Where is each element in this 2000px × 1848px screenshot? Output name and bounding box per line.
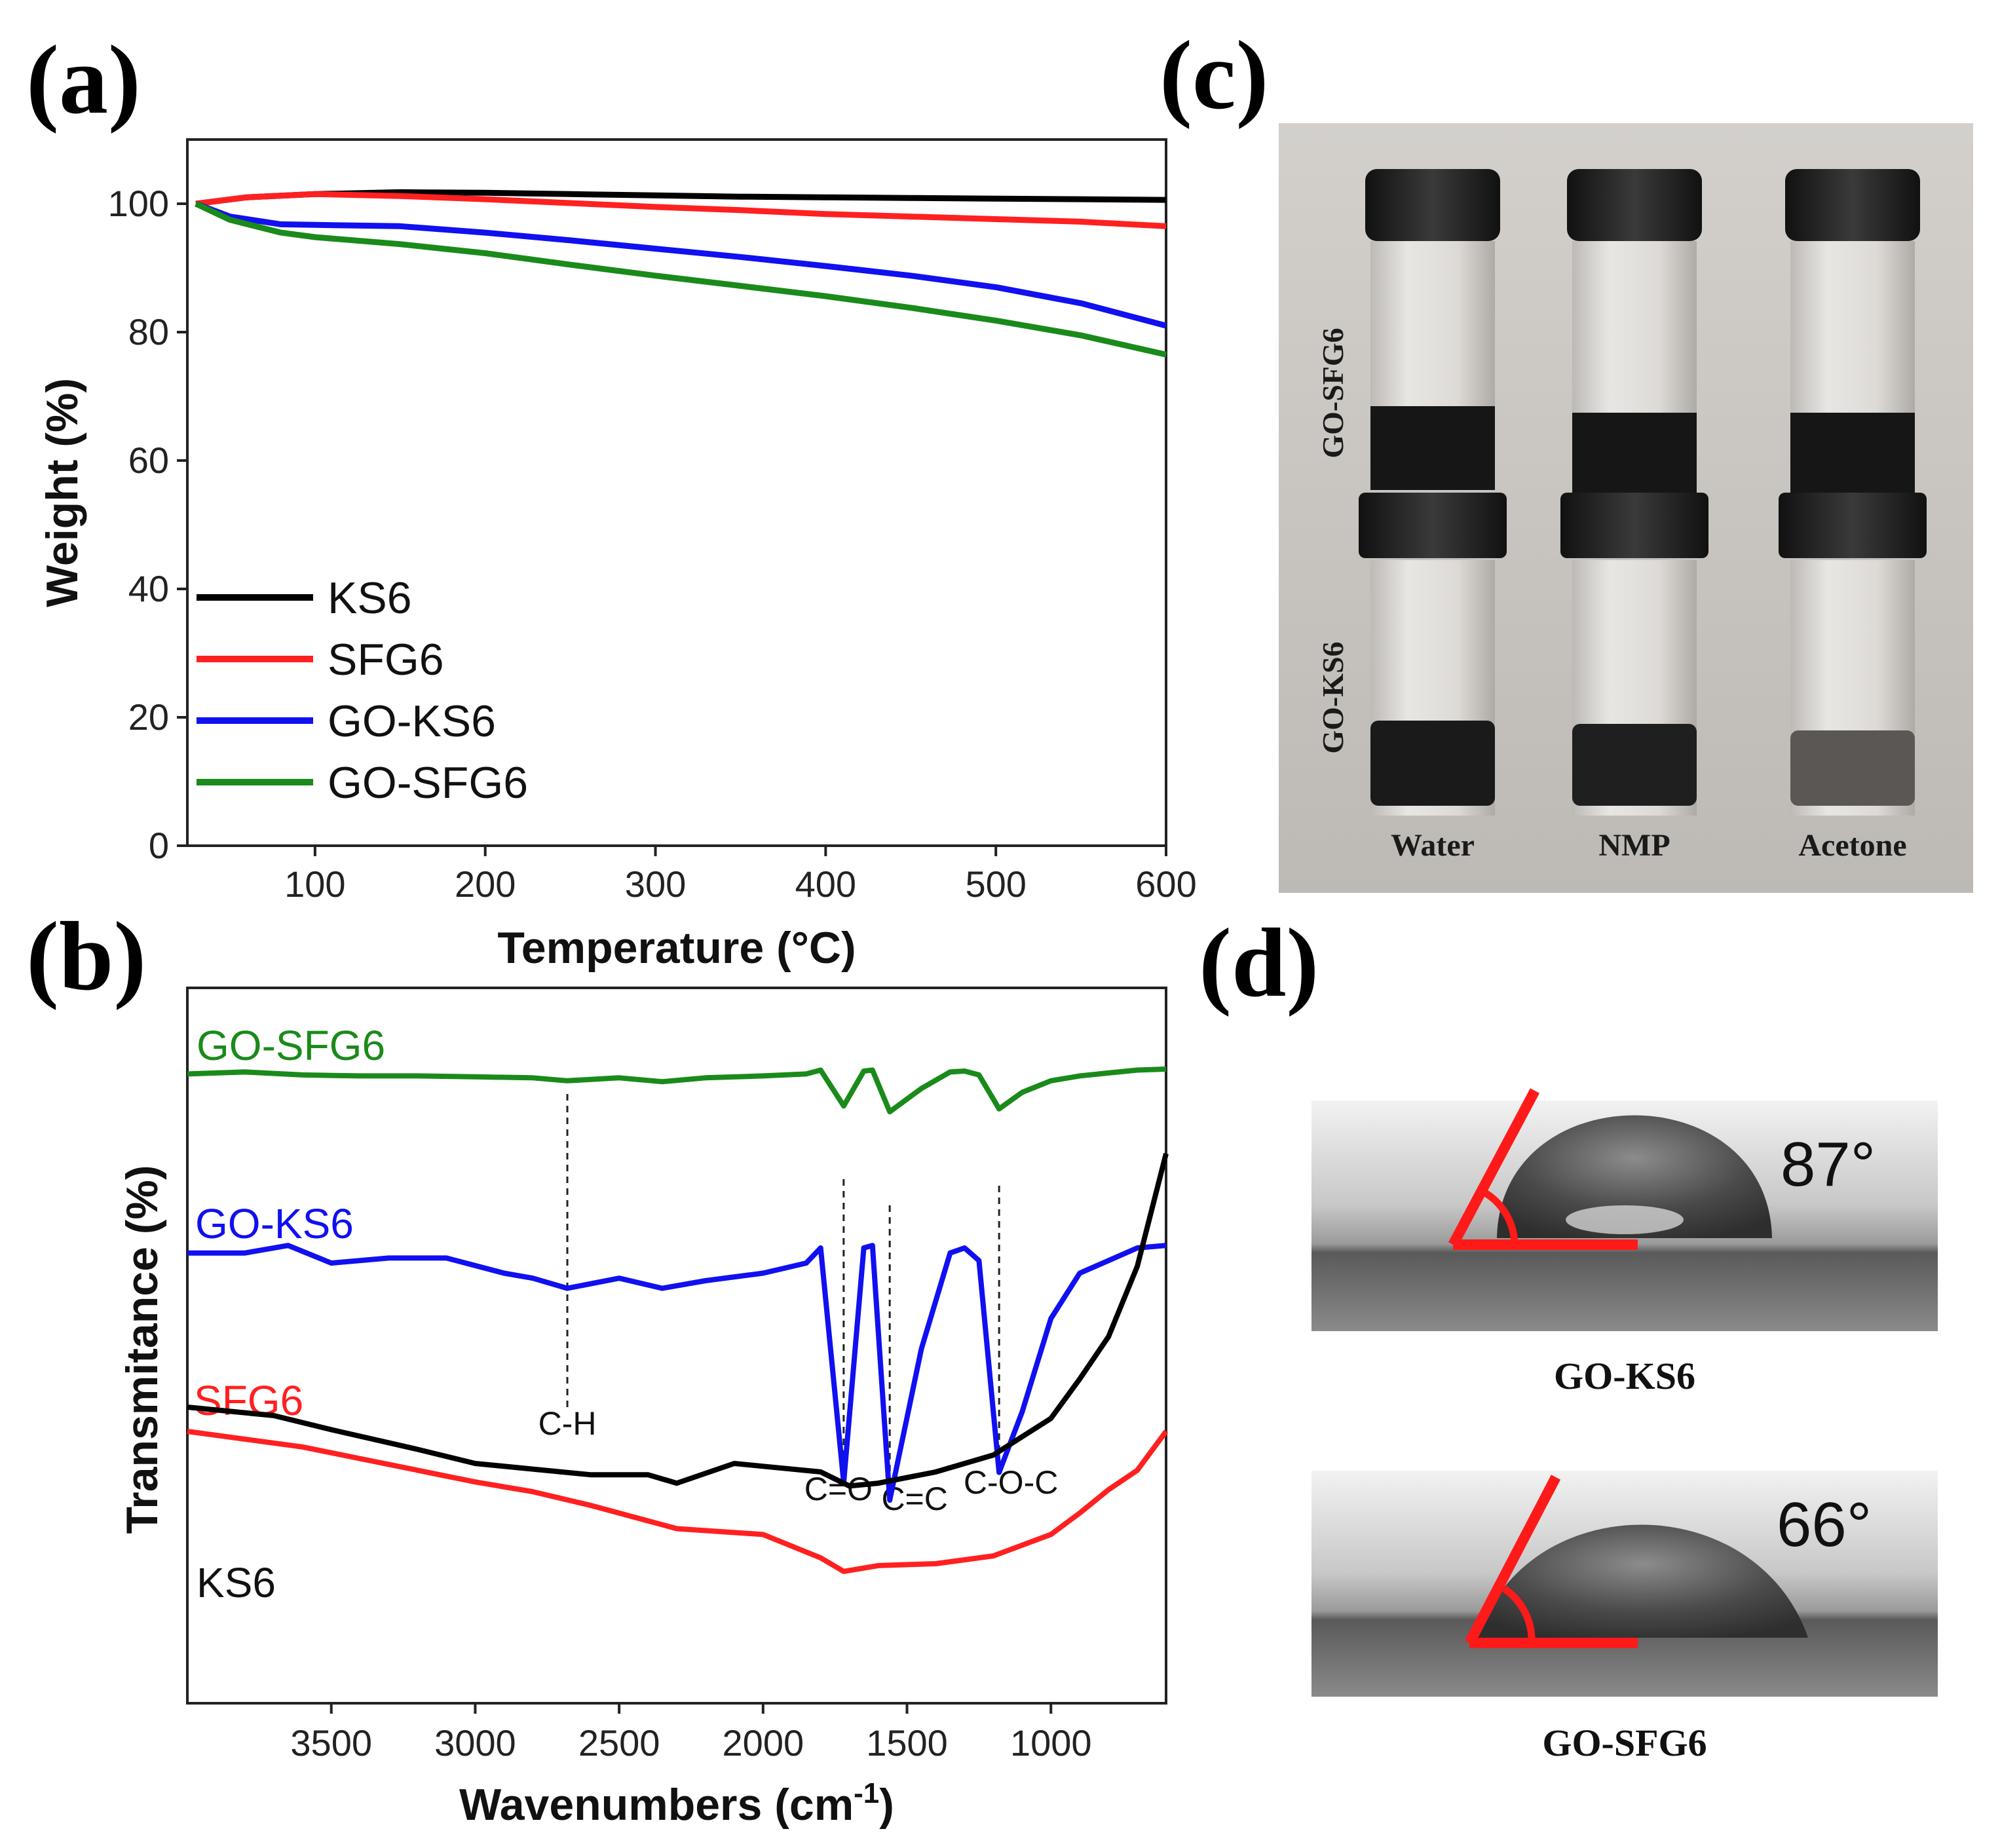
ftir-line-go-sfg6 xyxy=(187,1066,1167,1115)
legend-label-ks6: KS6 xyxy=(328,573,412,623)
tga-line-go-ks6 xyxy=(195,200,1167,329)
solvent-label-nmp: NMP xyxy=(1598,828,1670,863)
dispersion-lower-acetone xyxy=(1790,730,1915,806)
ftir-xtick-label-1500: 1500 xyxy=(866,1722,948,1763)
panel-d-label: (d) xyxy=(1199,909,1319,1017)
panel-b-label: (b) xyxy=(26,902,146,1011)
tga-ytick-label-60: 60 xyxy=(128,440,169,481)
drop-caption-1: GO-KS6 xyxy=(1554,1355,1695,1397)
vial-cap-top-acetone xyxy=(1785,169,1920,241)
solvent-label-water: Water xyxy=(1391,828,1475,863)
ftir-line-sfg6 xyxy=(187,1429,1169,1574)
ftir-series-label-go-ks6: GO-KS6 xyxy=(195,1200,354,1247)
ftir-plot-frame xyxy=(186,987,1167,1705)
tga-ytick-label-0: 0 xyxy=(149,825,169,866)
panel-c-label: (c) xyxy=(1160,21,1268,130)
contact-angle-1: 87° xyxy=(1781,1129,1876,1199)
dispersion-lower-water xyxy=(1370,721,1495,806)
legend-label-go-ks6: GO-KS6 xyxy=(328,696,496,746)
solvent-label-acetone: Acetone xyxy=(1798,828,1906,863)
ftir-xlabel: Wavenumbers (cm-1) xyxy=(459,1777,894,1830)
ftir-ticks: 3500 3000 2500 2000 1500 1000 xyxy=(290,1703,1092,1763)
ftir-xtick-label-2000: 2000 xyxy=(723,1722,804,1763)
ftir-line-ks6 xyxy=(187,1153,1169,1489)
tangent-line-1 xyxy=(1448,1088,1540,1247)
dispersion-upper-nmp xyxy=(1572,413,1697,497)
tangent-line-2 xyxy=(1464,1475,1561,1646)
ftir-series-label-go-sfg6: GO-SFG6 xyxy=(197,1022,385,1069)
contact-angle-photo-2: 66° GO-SFG6 xyxy=(1311,1471,1938,1764)
tga-xlabel: Temperature (°C) xyxy=(497,923,856,973)
tga-ytick-label-100: 100 xyxy=(108,183,169,224)
tga-ytick-label-80: 80 xyxy=(128,311,169,352)
vial-cap-top-nmp xyxy=(1567,169,1702,241)
ftir-series-label-ks6: KS6 xyxy=(197,1559,276,1606)
tga-xtick-label-600: 600 xyxy=(1135,863,1196,905)
tga-xtick-label-200: 200 xyxy=(455,863,516,905)
tga-plot-frame xyxy=(186,138,1167,847)
ftir-xlabel-main: Wavenumbers (cm xyxy=(459,1780,854,1830)
contact-angle-photo-1: 87° GO-KS6 xyxy=(1311,1088,1938,1397)
ftir-xtick-label-3500: 3500 xyxy=(290,1722,372,1763)
vial-cap-top-water xyxy=(1365,169,1500,241)
ftir-line-go-ks6 xyxy=(187,1243,1167,1503)
ftir-xtick-label-2500: 2500 xyxy=(578,1722,660,1763)
water-drop-2 xyxy=(1477,1524,1808,1638)
panel-a-label: (a) xyxy=(26,26,141,134)
panel-d: (d) 87° GO-KS6 66° GO-SFG6 xyxy=(1199,909,1938,1764)
ftir-xlabel-end: ) xyxy=(879,1780,894,1830)
vial-cap-middle-nmp xyxy=(1560,493,1708,558)
tga-line-sfg6 xyxy=(195,191,1167,229)
ftir-ylabel: Transmitance (%) xyxy=(117,1165,167,1534)
panel-c: (c) GO-SFG6 GO-KS6 Water NMP Acetone xyxy=(1160,21,1973,893)
drop-caption-2: GO-SFG6 xyxy=(1542,1722,1707,1764)
ftir-xlabel-sup: -1 xyxy=(854,1777,879,1809)
panel-b: (b) 3500 3000 2500 2000 1500 1000 C-HC=O C=C C-… xyxy=(26,902,1169,1830)
tga-xtick-label-400: 400 xyxy=(795,863,856,905)
legend-label-go-sfg6: GO-SFG6 xyxy=(328,758,528,808)
photo-side-caption-bottom: GO-KS6 xyxy=(1316,641,1349,753)
tga-ylabel: Weight (%) xyxy=(37,378,87,607)
tga-series xyxy=(195,189,1167,358)
tga-ticks: 100 200 300 400 500 600 0 20 40 60 80 100 xyxy=(108,183,1197,905)
tga-xtick-label-300: 300 xyxy=(625,863,686,905)
tga-line-go-sfg6 xyxy=(195,200,1167,358)
angle-arc-1 xyxy=(1480,1188,1519,1245)
annotation-label-c-o-c: C-O-C xyxy=(964,1464,1058,1501)
contact-angle-2: 66° xyxy=(1777,1490,1872,1560)
vial-cap-middle-acetone xyxy=(1779,493,1927,558)
panel-a: (a) 100 200 300 400 500 600 0 20 40 60 80 100 Tempe… xyxy=(26,26,1197,973)
angle-arc-2 xyxy=(1501,1585,1536,1644)
tga-xtick-label-500: 500 xyxy=(965,863,1026,905)
water-drop-1 xyxy=(1497,1115,1772,1238)
photo-side-caption-top: GO-SFG6 xyxy=(1316,328,1349,458)
ftir-xtick-label-3000: 3000 xyxy=(434,1722,516,1763)
ftir-xtick-label-1000: 1000 xyxy=(1010,1722,1092,1763)
legend-label-sfg6: SFG6 xyxy=(328,635,444,685)
tga-ytick-label-20: 20 xyxy=(128,696,169,738)
tga-legend: KS6 SFG6 GO-KS6 GO-SFG6 xyxy=(197,573,528,808)
tga-ytick-label-40: 40 xyxy=(128,568,169,609)
vial-cap-middle-water xyxy=(1359,493,1507,558)
dispersion-lower-nmp xyxy=(1572,724,1697,806)
tga-xtick-label-100: 100 xyxy=(284,863,345,905)
dispersion-upper-water xyxy=(1370,406,1495,490)
dispersion-upper-acetone xyxy=(1790,413,1915,497)
annotation-label-c-h: C-H xyxy=(538,1405,597,1442)
ftir-annotations: C-HC=O C=C C-O-C xyxy=(538,1094,1058,1517)
drop-1-highlight xyxy=(1566,1205,1684,1234)
vials xyxy=(1359,169,1927,816)
annotation-label-c-o: C=O xyxy=(804,1471,873,1507)
